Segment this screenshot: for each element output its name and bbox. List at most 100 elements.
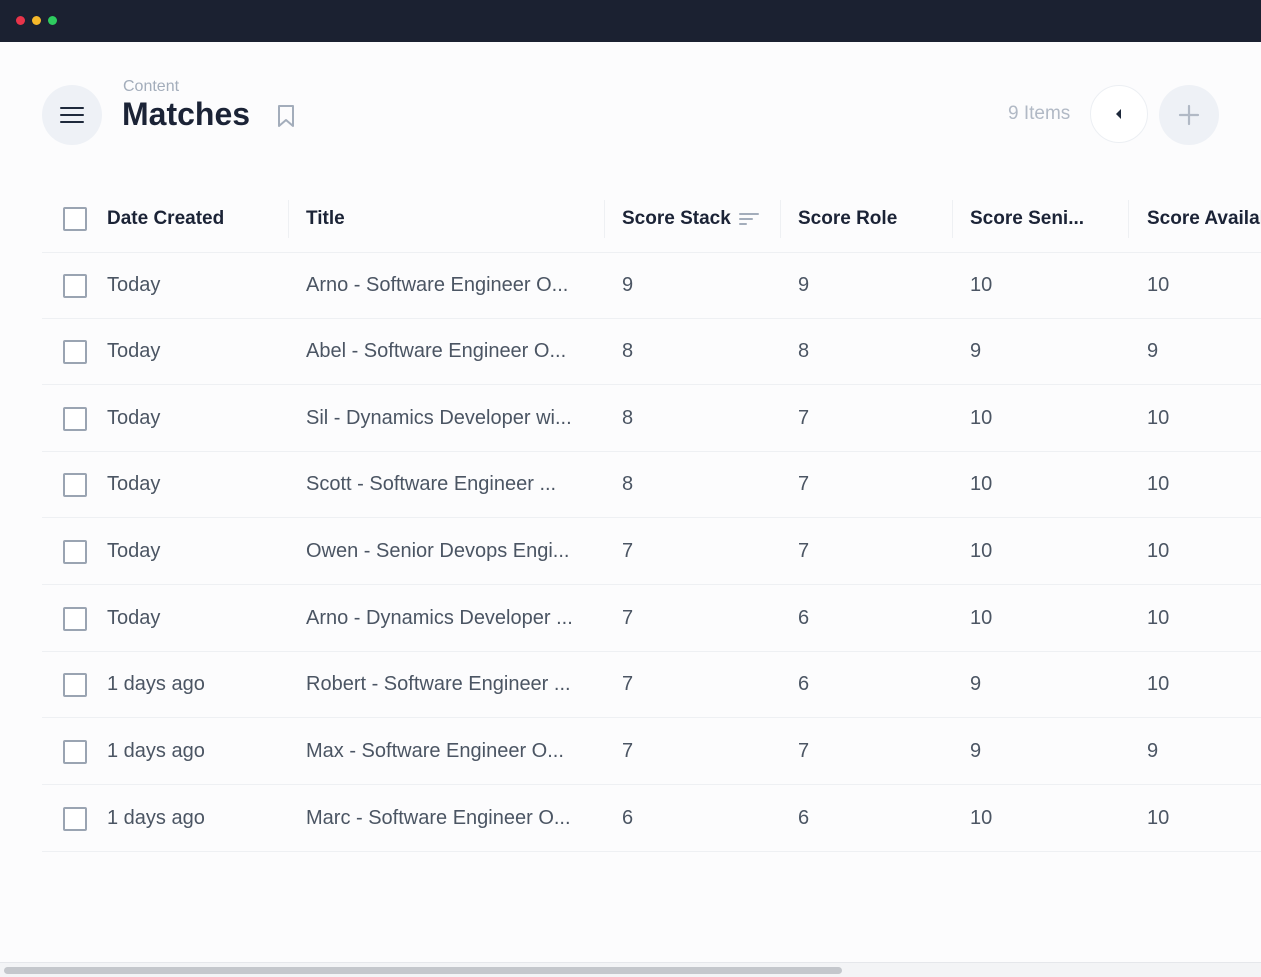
- cell-title[interactable]: Sil - Dynamics Developer wi...: [306, 407, 572, 429]
- minimize-window-button[interactable]: [32, 16, 41, 25]
- column-header-score-availability[interactable]: Score Availal: [1147, 208, 1261, 229]
- cell-score-role: 6: [798, 807, 810, 829]
- column-header-label: Score Stack: [622, 208, 731, 229]
- cell-date-created: Today: [107, 274, 161, 296]
- table-row[interactable]: Today Arno - Dynamics Developer ... 7 6 …: [42, 586, 1261, 652]
- cell-score-seniority: 10: [970, 607, 993, 629]
- row-checkbox[interactable]: [63, 340, 87, 364]
- cell-score-availability: 9: [1147, 740, 1159, 762]
- select-all-checkbox[interactable]: [63, 207, 87, 231]
- cell-score-stack: 8: [622, 340, 634, 362]
- cell-score-seniority: 9: [970, 740, 982, 762]
- table-row[interactable]: Today Owen - Senior Devops Engi... 7 7 1…: [42, 519, 1261, 585]
- cell-title[interactable]: Max - Software Engineer O...: [306, 740, 564, 762]
- table-row[interactable]: 1 days ago Robert - Software Engineer ..…: [42, 652, 1261, 718]
- cell-date-created: Today: [107, 407, 161, 429]
- column-header-title[interactable]: Title: [306, 208, 345, 229]
- column-divider[interactable]: [780, 200, 781, 238]
- cell-title[interactable]: Owen - Senior Devops Engi...: [306, 540, 570, 562]
- cell-title[interactable]: Arno - Software Engineer O...: [306, 274, 569, 296]
- cell-score-seniority: 10: [970, 274, 993, 296]
- table-row[interactable]: Today Arno - Software Engineer O... 9 9 …: [42, 253, 1261, 319]
- column-divider[interactable]: [952, 200, 953, 238]
- cell-score-role: 6: [798, 673, 810, 695]
- table-row[interactable]: Today Abel - Software Engineer O... 8 8 …: [42, 319, 1261, 385]
- cell-score-stack: 7: [622, 673, 634, 695]
- cell-score-availability: 10: [1147, 274, 1170, 296]
- cell-score-availability: 10: [1147, 540, 1170, 562]
- cell-score-role: 7: [798, 740, 810, 762]
- cell-title[interactable]: Robert - Software Engineer ...: [306, 673, 571, 695]
- cell-score-role: 7: [798, 540, 810, 562]
- caret-left-icon: [1116, 109, 1121, 119]
- cell-score-seniority: 10: [970, 540, 993, 562]
- add-button[interactable]: [1159, 85, 1219, 145]
- items-count: 9 Items: [1008, 103, 1071, 124]
- horizontal-scrollbar[interactable]: [0, 962, 1261, 977]
- table-header-row: Date Created Title Score Stack Score Rol…: [42, 186, 1261, 253]
- close-window-button[interactable]: [16, 16, 25, 25]
- cell-date-created: Today: [107, 473, 161, 495]
- page-title: Matches: [122, 96, 251, 132]
- column-header-date-created[interactable]: Date Created: [107, 208, 225, 229]
- column-divider[interactable]: [604, 200, 605, 238]
- row-checkbox[interactable]: [63, 473, 87, 497]
- maximize-window-button[interactable]: [48, 16, 57, 25]
- cell-score-stack: 7: [622, 540, 634, 562]
- back-button[interactable]: [1090, 85, 1148, 143]
- cell-score-stack: 8: [622, 407, 634, 429]
- bookmark-icon[interactable]: [276, 104, 296, 128]
- cell-score-seniority: 10: [970, 473, 993, 495]
- cell-score-stack: 6: [622, 807, 634, 829]
- cell-title[interactable]: Scott - Software Engineer ...: [306, 473, 557, 495]
- cell-score-availability: 10: [1147, 407, 1170, 429]
- cell-date-created: Today: [107, 340, 161, 362]
- cell-score-seniority: 10: [970, 407, 993, 429]
- row-checkbox[interactable]: [63, 740, 87, 764]
- cell-date-created: 1 days ago: [107, 807, 205, 829]
- cell-date-created: 1 days ago: [107, 673, 205, 695]
- column-header-score-role[interactable]: Score Role: [798, 208, 898, 229]
- column-header-score-stack[interactable]: Score Stack: [622, 186, 772, 252]
- table-row[interactable]: 1 days ago Max - Software Engineer O... …: [42, 719, 1261, 785]
- cell-score-stack: 7: [622, 740, 634, 762]
- cell-date-created: Today: [107, 607, 161, 629]
- cell-score-seniority: 9: [970, 673, 982, 695]
- breadcrumb[interactable]: Content: [123, 78, 180, 95]
- cell-score-stack: 8: [622, 473, 634, 495]
- sort-descending-icon[interactable]: [738, 212, 759, 226]
- cell-score-availability: 10: [1147, 473, 1170, 495]
- column-divider[interactable]: [1128, 200, 1129, 238]
- cell-score-role: 6: [798, 607, 810, 629]
- cell-score-seniority: 9: [970, 340, 982, 362]
- matches-table: Date Created Title Score Stack Score Rol…: [42, 186, 1261, 854]
- cell-score-availability: 10: [1147, 807, 1170, 829]
- cell-title[interactable]: Abel - Software Engineer O...: [306, 340, 567, 362]
- horizontal-scrollbar-thumb[interactable]: [4, 967, 842, 974]
- column-divider[interactable]: [288, 200, 289, 238]
- row-checkbox[interactable]: [63, 607, 87, 631]
- cell-date-created: Today: [107, 540, 161, 562]
- row-checkbox[interactable]: [63, 407, 87, 431]
- menu-button[interactable]: [42, 85, 102, 145]
- hamburger-menu-icon: [60, 107, 84, 123]
- window-titlebar: [0, 0, 1261, 42]
- row-checkbox[interactable]: [63, 274, 87, 298]
- table-row[interactable]: Today Sil - Dynamics Developer wi... 8 7…: [42, 386, 1261, 452]
- cell-score-role: 9: [798, 274, 810, 296]
- cell-date-created: 1 days ago: [107, 740, 205, 762]
- column-header-score-seniority[interactable]: Score Seni...: [970, 208, 1085, 229]
- cell-title[interactable]: Arno - Dynamics Developer ...: [306, 607, 573, 629]
- row-checkbox[interactable]: [63, 540, 87, 564]
- cell-score-role: 7: [798, 407, 810, 429]
- cell-score-stack: 7: [622, 607, 634, 629]
- row-checkbox[interactable]: [63, 807, 87, 831]
- cell-title[interactable]: Marc - Software Engineer O...: [306, 807, 571, 829]
- cell-score-seniority: 10: [970, 807, 993, 829]
- cell-score-availability: 10: [1147, 607, 1170, 629]
- cell-score-stack: 9: [622, 274, 634, 296]
- row-checkbox[interactable]: [63, 673, 87, 697]
- table-row[interactable]: Today Scott - Software Engineer ... 8 7 …: [42, 452, 1261, 518]
- table-row[interactable]: 1 days ago Marc - Software Engineer O...…: [42, 786, 1261, 852]
- cell-score-role: 7: [798, 473, 810, 495]
